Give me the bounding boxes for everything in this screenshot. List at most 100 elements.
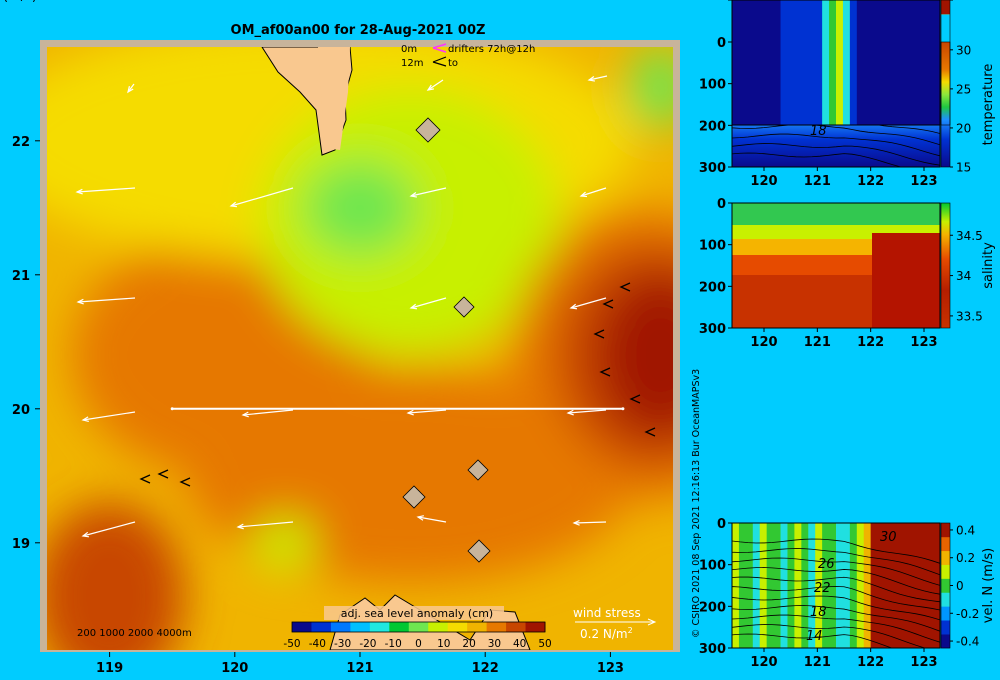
velocity-column [905,523,913,648]
isotherm-contour [732,595,940,621]
island [453,296,475,318]
colorbar-tick: 0.4 [956,0,975,3]
panel-x-tick: 123 [910,174,937,189]
velocity-column [794,523,802,648]
sla-anomaly-blobs [47,47,673,650]
colorbar-tick: -0.2 [956,0,979,3]
panel-y-tick: 100 [699,0,726,4]
velocity-column [794,0,802,125]
velocity-column [752,0,761,125]
contour-label: 18 [810,0,827,4]
colorbar-swatch [447,622,468,632]
section-panel: 302622181412012112212301002003000.40.20-… [0,0,979,126]
velocity-arrow [406,409,447,416]
colorbar-tick: 0 [956,0,964,3]
velocity-column [829,523,837,648]
depth-legend: 0m 12m drifters 72h@12h to [401,43,535,69]
colorbar-tick: -40 [309,638,326,650]
panel-x-tick: 120 [750,0,777,4]
sla-colorbar: adj. sea level anomaly (cm) -50 -40 -30 -20… [283,606,552,650]
colorbar-swatch [311,622,332,632]
panel-x-tick: 120 [750,655,777,670]
velocity-column [905,0,913,125]
colorbar-tick: 0.2 [956,551,975,565]
velocity-column [738,0,747,125]
to-label: to [448,58,458,69]
wind-stress-scale: 0.2 N/m [580,627,628,641]
drifter-12m-arrow [599,367,611,377]
sla-anomaly-blob [629,47,673,128]
panel-x-tick: 121 [804,0,831,4]
colorbar-tick: 25 [956,82,971,96]
velocity-column [856,523,865,648]
contour-label: 18 [810,605,827,620]
panel-y-tick: 0 [717,36,726,51]
velocity-arrow [81,521,136,538]
panel-y-tick: 100 [699,559,726,574]
map-x-tick: 123 [597,661,624,676]
colorbar-tick: 50 [538,638,551,650]
bathymetry-legend: 200 1000 2000 4000m [77,628,192,639]
colorbar-tick: 10 [437,638,450,650]
figure-title: OM_af00an00 for 28-Aug-2021 00Z [231,23,486,38]
sla-anomaly-blob [47,502,185,650]
contour-label: 18 [810,124,827,139]
panel-y-tick: 300 [699,0,726,4]
velocity-column [870,0,879,125]
colorbar-tick: 0 [415,638,422,650]
panel-y-tick: 200 [699,0,726,4]
drifter-12m-arrow [157,469,169,479]
panel-y-tick: 200 [699,280,726,295]
colorbar-swatch [408,622,429,632]
velocity-column [926,0,934,125]
wind-stress-label: wind stress [573,606,641,620]
panel-x-tick: 120 [750,335,777,350]
colorbar-swatch [292,622,312,632]
panel-y-tick: 100 [699,239,726,254]
colorbar-tick: 20 [462,638,475,650]
panel-y-tick: 0 [717,0,726,4]
velocity-colorbar-swatch [941,634,950,649]
colorbar-swatch [486,622,507,632]
contour-label: 26 [818,0,835,4]
velocity-colorbar-swatch [941,578,950,593]
velocity-colorbar-swatch [941,606,950,621]
colorbar-swatch [389,622,410,632]
panel-y-tick: 0 [717,197,726,212]
velocity-arrow [579,187,607,198]
isotherm-contour [732,124,940,146]
sea-level-field [47,47,673,650]
island [467,459,489,481]
drifter-12m-arrow [593,329,605,339]
isotherm-contour [732,567,940,595]
panel-x-tick: 121 [804,335,831,350]
velocity-column [787,523,795,648]
depth-12m-label: 12m [401,58,423,69]
contour-label: 30 [880,530,897,545]
colorbar-tick: 0.4 [956,523,975,537]
velocity-colorbar-swatch [941,592,950,607]
colorbar-tick: 0 [956,579,964,593]
colorbar-tick: 30 [488,638,501,650]
velocity-colorbar-swatch [941,550,950,565]
section-field [732,203,940,328]
drifter-12m-arrow [179,477,191,487]
panel-x-tick: 121 [804,174,831,189]
colorbar-tick: 33.5 [956,309,983,323]
velocity-column [836,523,844,648]
colorbar-tick: -0.2 [956,607,979,621]
colorbar-swatch [467,622,488,632]
panel-x-tick: 122 [857,335,884,350]
colorbar-swatch [428,622,449,632]
velocity-column [745,0,754,125]
colorbar-tick: -0.4 [956,635,979,649]
panel-y-tick: 300 [699,322,726,337]
panel-x-tick: 123 [910,655,937,670]
velocity-arrow [587,75,608,82]
colorbar-tick: -30 [334,638,351,650]
colorbar-tick: 34 [956,269,971,283]
velocity-arrow [229,187,294,208]
drifter-icon [432,43,447,53]
panel-y-tick: 300 [699,642,726,657]
